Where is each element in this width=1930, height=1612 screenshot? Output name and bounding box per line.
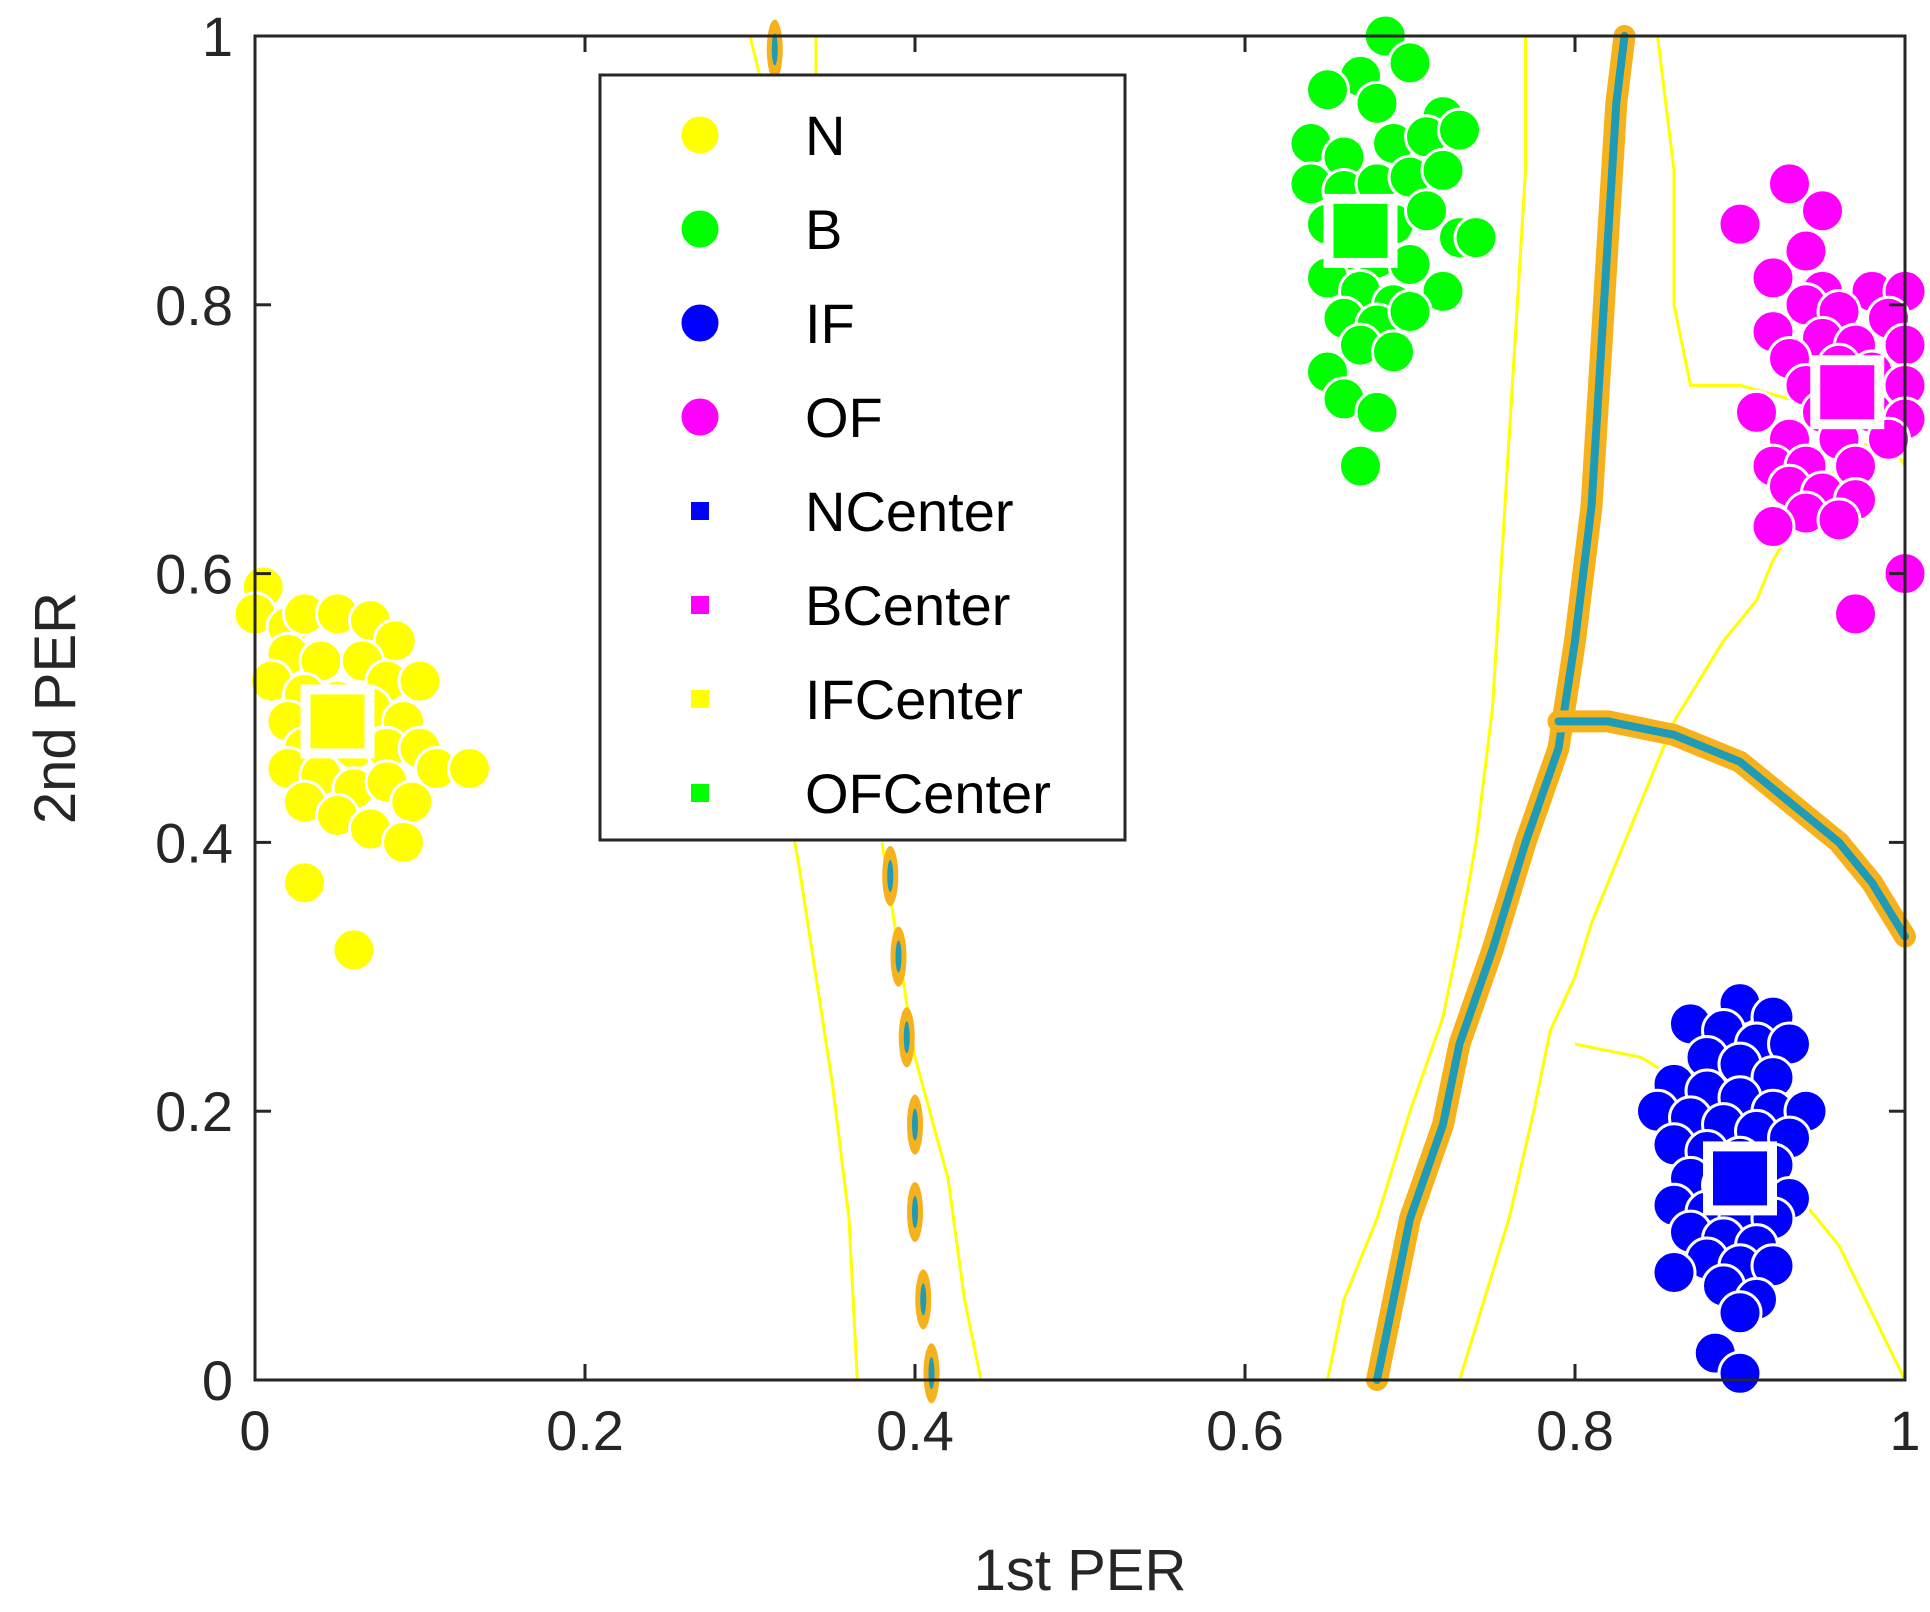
- point-B-33: [1371, 329, 1416, 375]
- point-B-24: [1453, 215, 1499, 261]
- legend-marker-B: [678, 207, 722, 251]
- legend-marker-IF: [678, 301, 722, 345]
- point-B-15: [1420, 147, 1466, 193]
- point-OF-38: [1833, 591, 1878, 637]
- legend-label-IF: IF: [805, 292, 855, 355]
- legend-label-N: N: [805, 104, 845, 167]
- point-IF-42: [1717, 1350, 1763, 1396]
- y-tick-label-5: 1: [202, 5, 233, 68]
- point-B-10: [1437, 107, 1482, 153]
- x-axis-label: 1st PER: [974, 1538, 1187, 1603]
- cluster-centers: [300, 193, 1885, 1216]
- contour-ellipse-core-6: [928, 1357, 935, 1390]
- contour-band-inner-0: [1373, 32, 1629, 1384]
- legend-box: [598, 73, 1127, 842]
- legend-label-IFCenter: IFCenter: [805, 668, 1023, 731]
- point-B-2: [1387, 40, 1433, 86]
- contour-ellipse-core-0: [887, 860, 894, 892]
- point-B-36: [1354, 389, 1400, 435]
- legend-marker-NCenter: [691, 502, 709, 520]
- point-OF-1: [1800, 188, 1845, 234]
- point-OF-2: [1717, 201, 1763, 247]
- x-tick-label-1: 0.2: [546, 1399, 624, 1462]
- x-tick-label-5: 1: [1889, 1399, 1920, 1462]
- legend-marker-OFCenter: [691, 784, 709, 802]
- y-axis-label: 2nd PER: [23, 592, 88, 824]
- point-IF-37: [1651, 1249, 1697, 1295]
- contour-ellipse-core-1: [895, 940, 902, 973]
- contour-ellipse-core-3: [912, 1108, 918, 1141]
- point-OF-3: [1783, 228, 1829, 274]
- legend-label-B: B: [805, 198, 842, 261]
- point-OF-4: [1750, 255, 1796, 301]
- contour-band-outer-1: [1547, 710, 1916, 948]
- y-tick-label-2: 0.4: [155, 811, 233, 874]
- legend-marker-N: [678, 113, 722, 157]
- point-OF-0: [1767, 161, 1812, 207]
- decision-contours: [748, 19, 1916, 1404]
- point-B-31: [1387, 289, 1433, 335]
- point-N-33: [447, 745, 492, 791]
- point-N-35: [331, 927, 377, 973]
- center-OFCenter: [1323, 193, 1398, 268]
- legend-marker-BCenter: [691, 596, 709, 614]
- point-N-34: [282, 860, 327, 906]
- y-tick-label-4: 0.8: [155, 274, 233, 337]
- point-N-32: [381, 819, 426, 865]
- x-tick-label-2: 0.4: [876, 1399, 954, 1462]
- contour-line-4: [781, 774, 859, 1381]
- scatter-points: [232, 13, 1928, 1396]
- center-IFCenter: [300, 684, 375, 759]
- contour-ellipse-core-4: [912, 1196, 918, 1228]
- legend-label-OFCenter: OFCenter: [805, 762, 1051, 825]
- y-tick-label-0: 0: [202, 1349, 233, 1412]
- point-OF-36: [1750, 504, 1796, 550]
- center-NCenter: [1703, 1141, 1777, 1216]
- point-B-3: [1305, 67, 1350, 113]
- point-OF-35: [1816, 497, 1862, 543]
- legend-label-BCenter: BCenter: [805, 574, 1010, 637]
- contour-band-outer-0: [1366, 25, 1636, 1391]
- legend-label-NCenter: NCenter: [805, 480, 1014, 543]
- contour-ellipse-core-2: [903, 1021, 910, 1054]
- point-IF-40: [1717, 1290, 1763, 1336]
- center-BCenter: [1810, 355, 1885, 430]
- point-N-28: [389, 779, 435, 825]
- contour-ellipse-core-5: [920, 1283, 927, 1316]
- x-tick-label-3: 0.6: [1206, 1399, 1284, 1462]
- y-tick-label-1: 0.2: [155, 1080, 233, 1143]
- x-tick-label-0: 0: [239, 1399, 270, 1462]
- legend: NB IF OF NCenter BCenter IFCenter OFCenter: [598, 73, 1127, 842]
- axis-ticks: 0 0.2 0.4 0.6 0.8 1 0 0.2 0.4 0.6 0.8 1: [155, 5, 1920, 1462]
- x-tick-label-4: 0.8: [1536, 1399, 1614, 1462]
- contour-ellipse-core-7: [771, 33, 778, 66]
- contour-band-inner-1: [1554, 717, 1909, 941]
- point-OF-21: [1734, 389, 1779, 435]
- legend-label-OF: OF: [805, 386, 883, 449]
- contour-line-5: [880, 842, 983, 1381]
- axes-frame: [253, 34, 1907, 1382]
- point-B-4: [1354, 80, 1400, 126]
- contour-line-1: [1326, 36, 1527, 1381]
- point-N-14: [397, 658, 443, 704]
- point-B-28: [1420, 268, 1466, 314]
- point-B-19: [1404, 188, 1449, 234]
- point-B-37: [1338, 443, 1383, 489]
- legend-marker-OF: [678, 395, 722, 439]
- y-tick-label-3: 0.6: [155, 543, 233, 606]
- legend-marker-IFCenter: [691, 690, 709, 708]
